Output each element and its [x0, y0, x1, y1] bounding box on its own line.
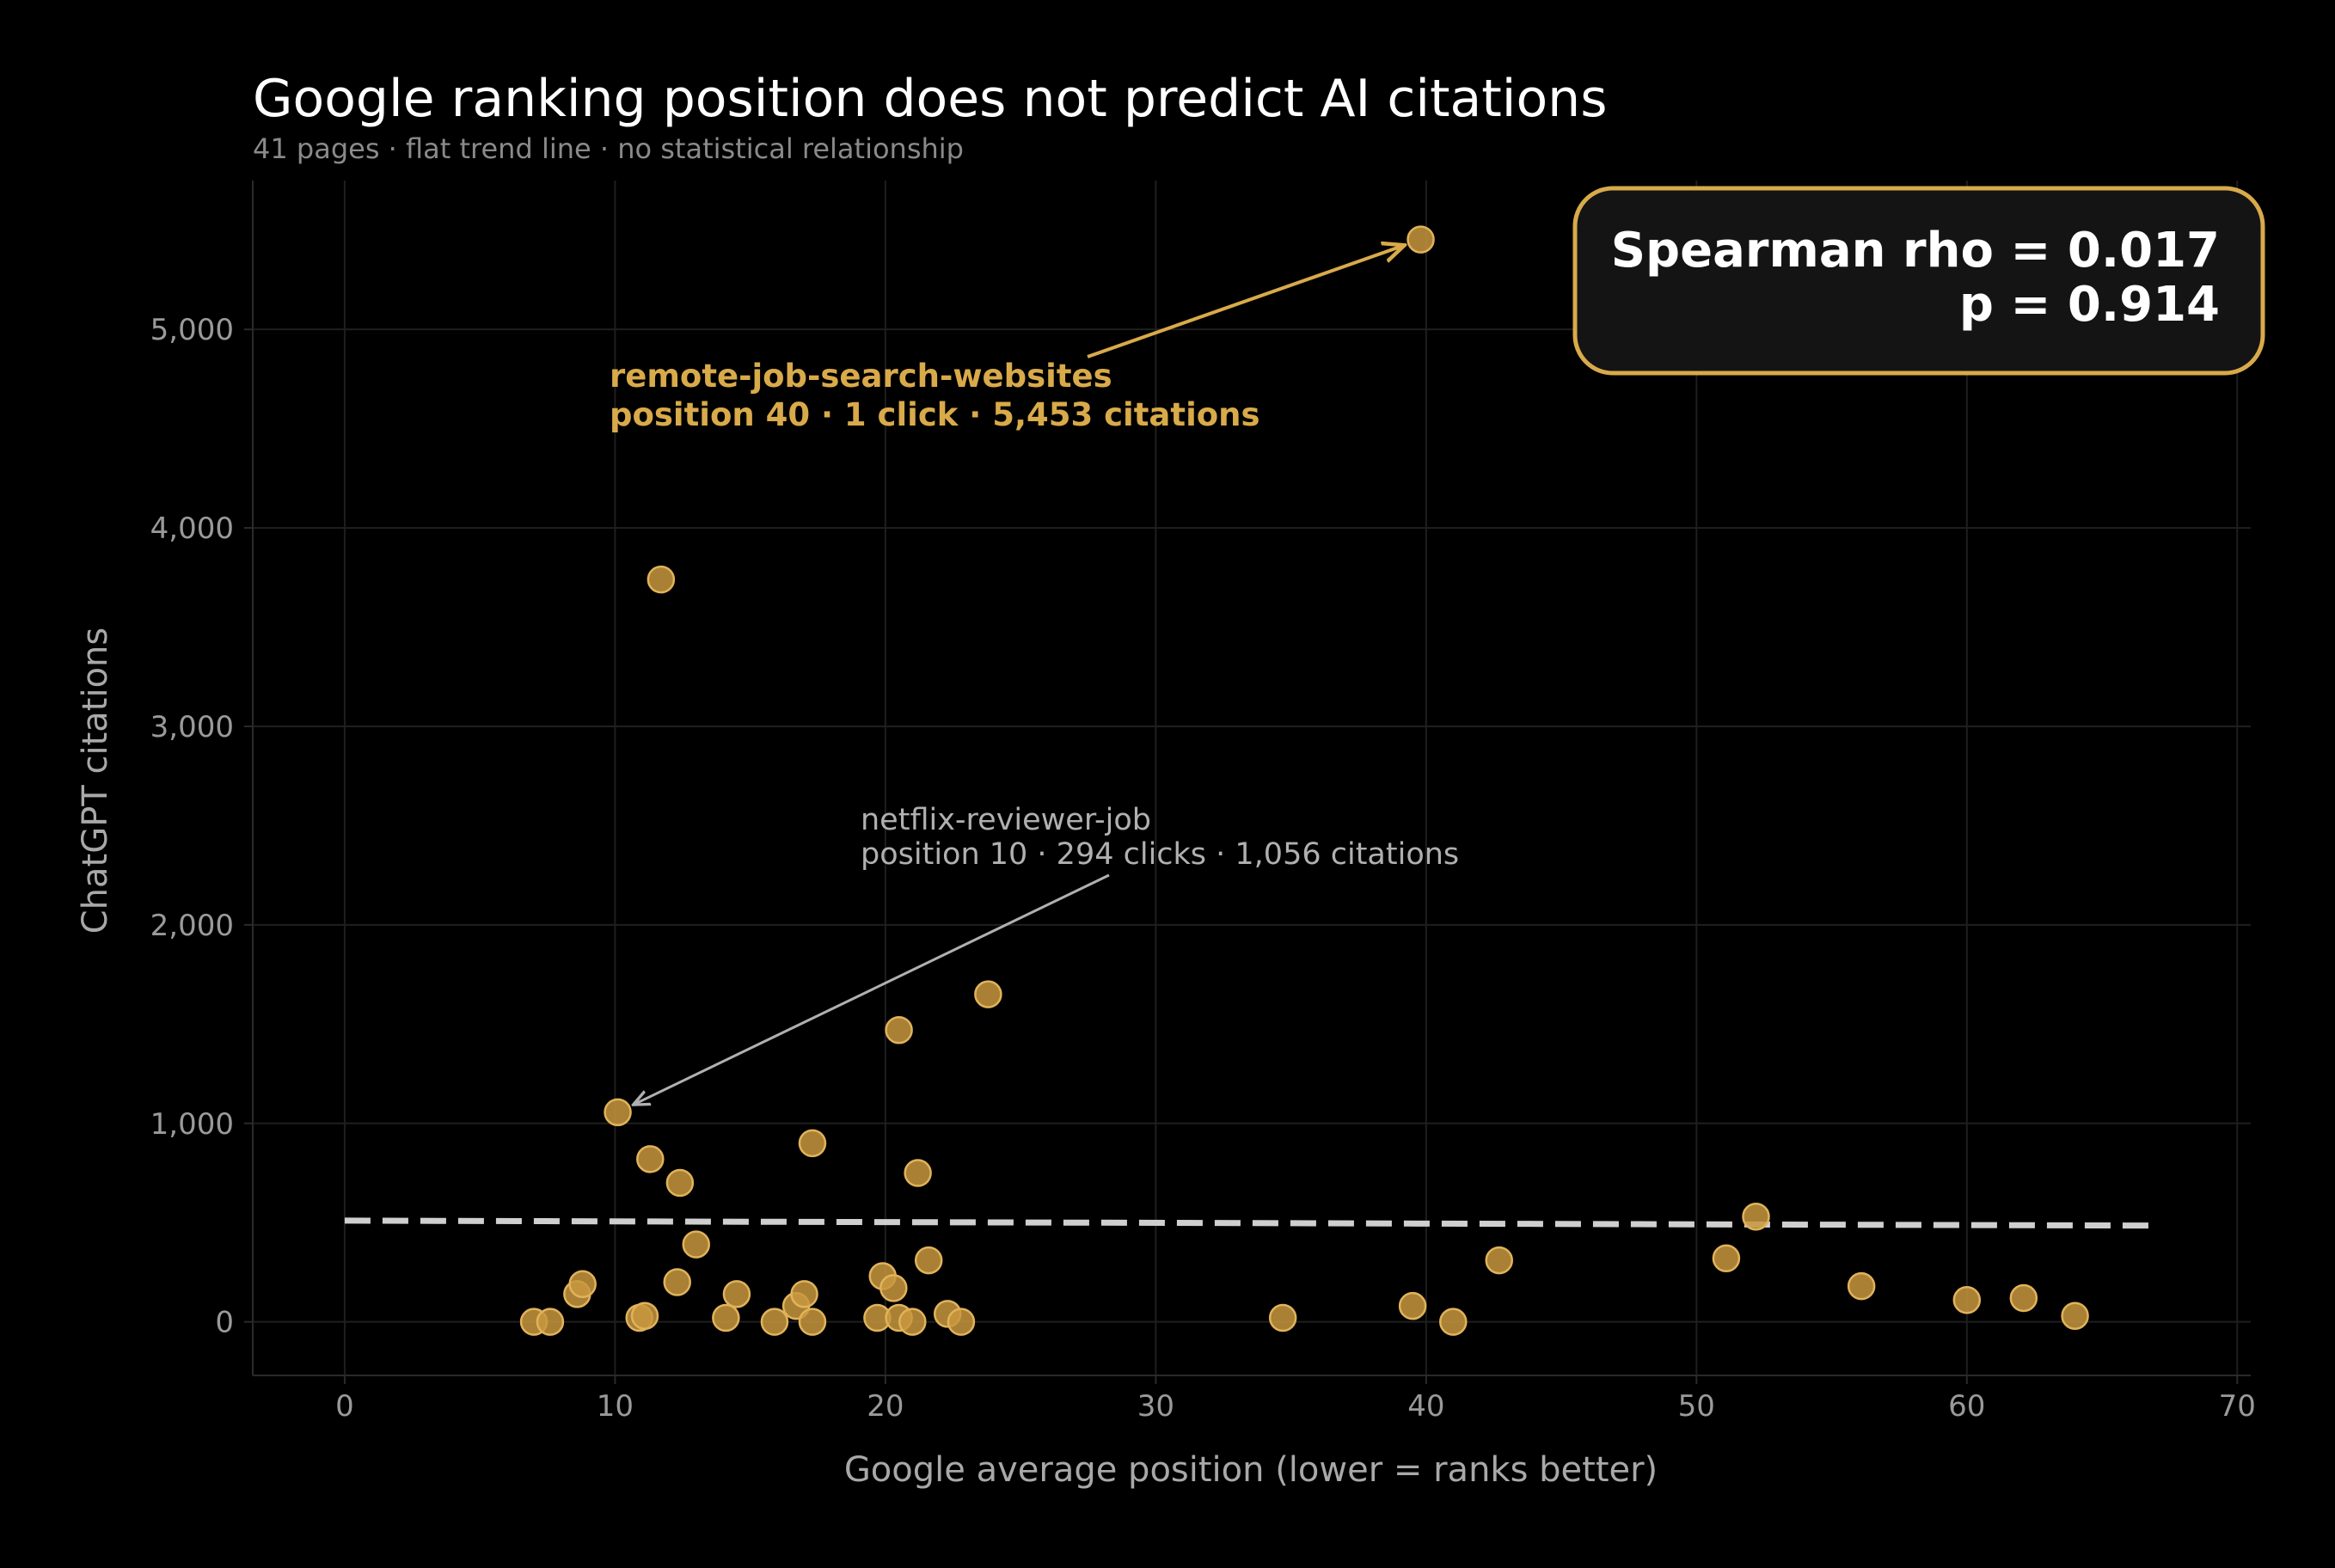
muted-arrow	[634, 873, 1110, 1105]
scatter-point	[636, 1145, 665, 1173]
scatter-point	[682, 1230, 710, 1259]
scatter-point	[1847, 1271, 1876, 1301]
chart-subtitle: 41 pages · flat trend line · no statisti…	[253, 132, 964, 165]
highlight-annotation-detail: position 40 · 1 click · 5,453 citations	[610, 396, 1260, 433]
scatter-point	[974, 980, 1002, 1008]
scatter-point	[722, 1280, 751, 1308]
scatter-point	[1952, 1286, 1982, 1314]
highlight-annotation-title: remote-job-search-websites	[610, 358, 1112, 395]
scatter-point	[2061, 1302, 2089, 1330]
scatter-point	[904, 1159, 932, 1187]
x-tick-label: 70	[2219, 1389, 2256, 1424]
chart-title: Google ranking position does not predict…	[253, 69, 1607, 129]
scatter-point	[798, 1129, 827, 1158]
spearman-rho-text: Spearman rho = 0.017	[1611, 223, 2220, 279]
scatter-point	[604, 1098, 632, 1127]
scatter-point	[1268, 1303, 1297, 1332]
data-points	[519, 225, 2089, 1336]
p-value-text: p = 0.914	[1959, 277, 2220, 333]
highlight-arrow	[1087, 245, 1405, 358]
y-tick-label: 1,000	[150, 1107, 234, 1142]
scatter-point	[760, 1308, 789, 1336]
scatter-point	[712, 1303, 740, 1332]
scatter-point	[568, 1270, 597, 1299]
x-tick-label: 30	[1137, 1389, 1174, 1424]
scatter-point	[1712, 1244, 1741, 1273]
x-tick-label: 60	[1948, 1389, 1985, 1424]
scatter-point	[798, 1308, 827, 1336]
scatter-point	[536, 1308, 565, 1336]
axes	[244, 181, 2251, 1384]
x-tick-label: 40	[1407, 1389, 1444, 1424]
y-tick-label: 2,000	[150, 909, 234, 943]
y-tick-label: 3,000	[150, 710, 234, 744]
scatter-point	[790, 1280, 818, 1308]
y-tick-label: 0	[215, 1306, 234, 1340]
scatter-point	[879, 1274, 908, 1302]
scatter-point	[665, 1168, 695, 1197]
y-tick-label: 5,000	[150, 313, 234, 347]
muted-annotation-detail: position 10 · 294 clicks · 1,056 citatio…	[861, 837, 1459, 872]
x-tick-label: 10	[597, 1389, 634, 1424]
stats-box-frame	[1572, 186, 2265, 376]
scatter-point	[1398, 1291, 1427, 1320]
x-tick-label: 20	[867, 1389, 904, 1424]
scatter-point	[647, 565, 676, 594]
scatter-point	[2009, 1283, 2038, 1313]
scatter-point	[947, 1308, 976, 1336]
y-tick-label: 4,000	[150, 511, 234, 546]
x-tick-label: 50	[1678, 1389, 1715, 1424]
x-tick-label: 0	[335, 1389, 354, 1424]
scatter-point	[885, 1015, 913, 1044]
muted-annotation-title: netflix-reviewer-job	[861, 803, 1151, 837]
tick-labels: 0 10 20 30 40 50 60 70 0 1,000 2,000 3,000 4,000 5,00…	[150, 313, 2256, 1424]
scatter-point	[663, 1268, 691, 1296]
scatter-point	[1407, 225, 1435, 254]
scatter-point	[898, 1308, 927, 1336]
scatter-point	[630, 1302, 659, 1330]
scatter-point	[914, 1246, 943, 1275]
grid-lines	[253, 181, 2251, 1375]
x-axis-label: Google average position (lower = ranks b…	[844, 1450, 1658, 1490]
y-axis-label: ChatGPT citations	[76, 628, 115, 934]
scatter-point	[1439, 1308, 1468, 1336]
scatter-point	[1485, 1246, 1513, 1275]
stats-box: Spearman rho = 0.017 p = 0.914	[1572, 186, 2265, 376]
scatter-point	[1742, 1203, 1770, 1231]
